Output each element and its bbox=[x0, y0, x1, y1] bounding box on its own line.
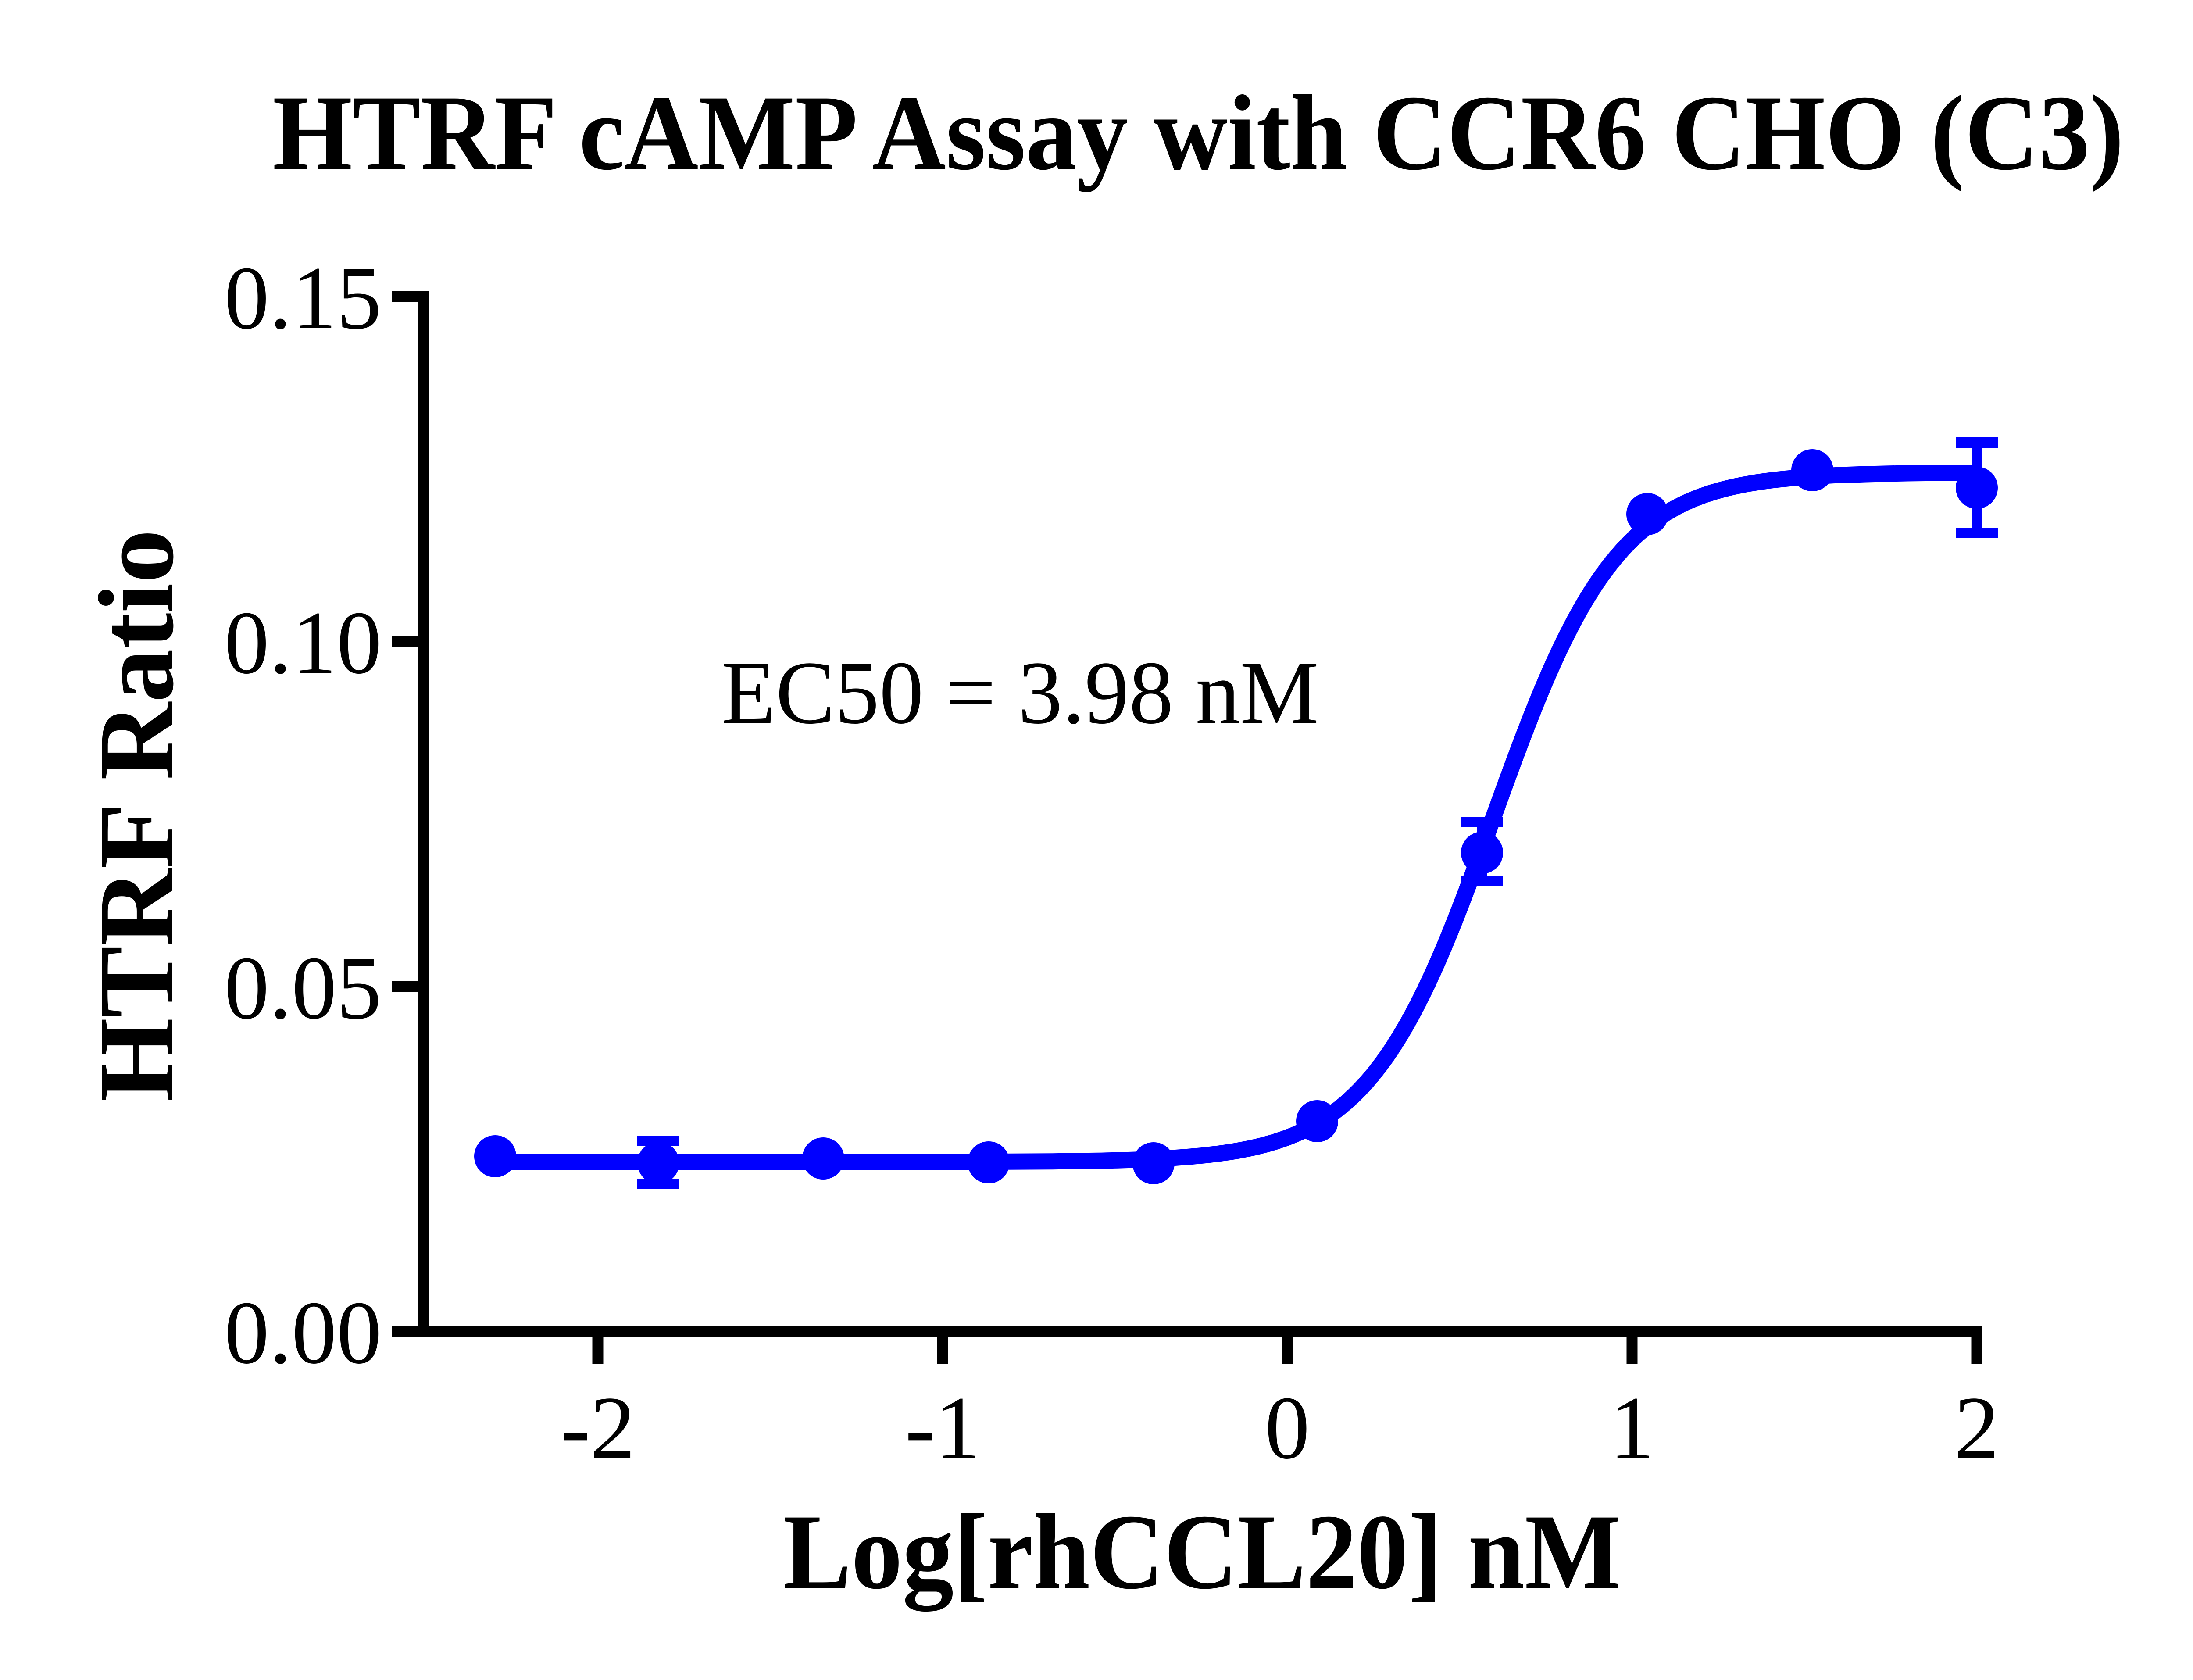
svg-text:1: 1 bbox=[1610, 1378, 1655, 1478]
svg-text:0.15: 0.15 bbox=[224, 248, 382, 348]
svg-text:0.10: 0.10 bbox=[224, 593, 382, 693]
svg-text:HTRF cAMP Assay with CCR6 CHO: HTRF cAMP Assay with CCR6 CHO (C3) bbox=[273, 73, 2124, 192]
svg-text:HTRF Ratio: HTRF Ratio bbox=[77, 529, 196, 1101]
svg-text:Log[rhCCL20] nM: Log[rhCCL20] nM bbox=[783, 1492, 1622, 1612]
svg-text:-2: -2 bbox=[561, 1378, 636, 1478]
svg-text:-1: -1 bbox=[905, 1378, 980, 1478]
svg-text:2: 2 bbox=[1954, 1378, 2000, 1478]
svg-text:0: 0 bbox=[1265, 1378, 1310, 1478]
svg-text:EC50 = 3.98 nM: EC50 = 3.98 nM bbox=[721, 643, 1319, 743]
svg-text:0.00: 0.00 bbox=[224, 1283, 382, 1383]
svg-text:0.05: 0.05 bbox=[224, 938, 382, 1038]
